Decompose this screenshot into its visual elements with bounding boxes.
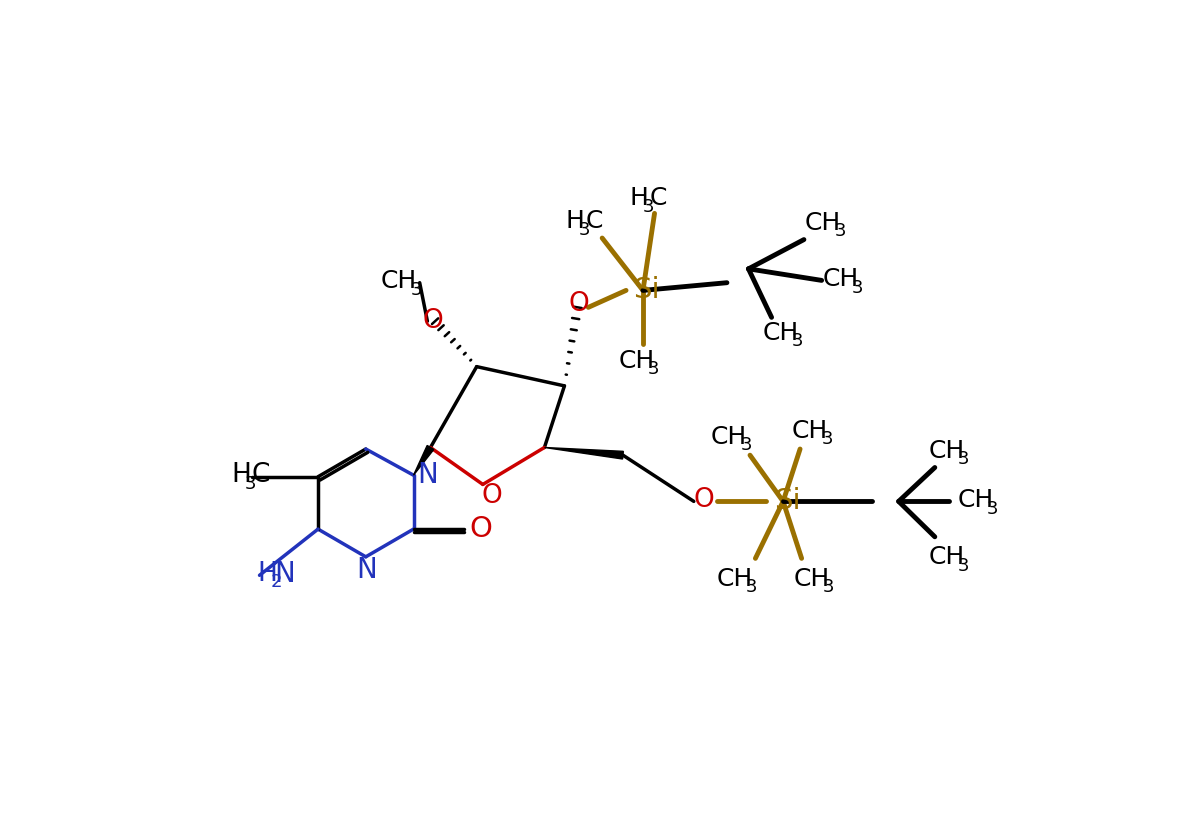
Text: 3: 3	[746, 578, 757, 595]
Polygon shape	[544, 448, 624, 460]
Text: 3: 3	[987, 499, 998, 517]
Text: O: O	[694, 487, 714, 512]
Text: 3: 3	[821, 430, 833, 448]
Text: CH: CH	[928, 544, 964, 568]
Text: 3: 3	[578, 221, 590, 238]
Text: C: C	[252, 461, 270, 488]
Text: 3: 3	[822, 578, 834, 595]
Text: CH: CH	[712, 425, 747, 448]
Text: 3: 3	[834, 222, 846, 240]
Text: O: O	[422, 308, 443, 334]
Text: CH: CH	[806, 211, 841, 235]
Text: 3: 3	[793, 332, 803, 350]
Text: 3: 3	[852, 278, 864, 296]
Text: H: H	[630, 186, 649, 210]
Text: Si: Si	[774, 487, 801, 514]
Text: 3: 3	[958, 556, 969, 573]
Text: O: O	[469, 514, 491, 542]
Text: CH: CH	[794, 566, 829, 590]
Text: CH: CH	[763, 320, 798, 344]
Text: H: H	[231, 461, 251, 488]
Text: CH: CH	[822, 267, 859, 291]
Text: N: N	[356, 555, 377, 584]
Text: N: N	[274, 559, 295, 587]
Text: CH: CH	[619, 349, 655, 372]
Text: 3: 3	[643, 197, 654, 216]
Text: 3: 3	[244, 474, 256, 492]
Text: O: O	[569, 291, 589, 317]
Text: Si: Si	[633, 276, 660, 303]
Text: CH: CH	[381, 269, 416, 293]
Text: N: N	[416, 461, 438, 489]
Text: C: C	[650, 186, 668, 210]
Text: CH: CH	[928, 438, 964, 462]
Polygon shape	[414, 446, 433, 476]
Text: 3: 3	[649, 359, 659, 378]
Text: CH: CH	[793, 418, 828, 442]
Text: H: H	[565, 209, 584, 233]
Text: 3: 3	[740, 436, 752, 454]
Text: 3: 3	[411, 281, 422, 298]
Text: 2: 2	[270, 573, 282, 591]
Text: H: H	[257, 560, 277, 586]
Text: C: C	[585, 209, 603, 233]
Text: 3: 3	[958, 450, 969, 467]
Text: CH: CH	[958, 487, 994, 512]
Text: CH: CH	[716, 566, 753, 590]
Text: O: O	[482, 482, 502, 508]
